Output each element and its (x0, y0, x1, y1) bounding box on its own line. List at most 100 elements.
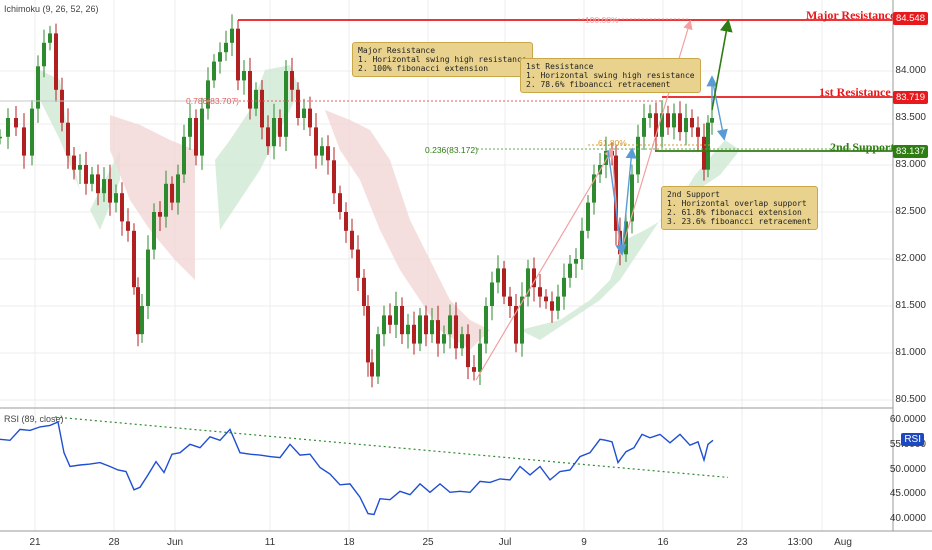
candle-body (0, 136, 2, 139)
candle-body (332, 160, 336, 194)
candle-body (136, 287, 140, 335)
time-tick: 28 (108, 537, 120, 548)
candle-body (6, 118, 10, 137)
candle-body (78, 165, 82, 170)
candle-body (624, 221, 628, 255)
first-resistance-note: 1st Resistance 1. Horizontal swing high … (520, 58, 701, 93)
candle-body (188, 118, 192, 137)
candle-body (502, 268, 506, 297)
ichimoku-label: Ichimoku (9, 26, 52, 26) (4, 4, 99, 14)
candle-body (388, 315, 392, 325)
candle-body (580, 230, 584, 259)
candle-body (84, 165, 88, 184)
first-resistance-label: 1st Resistance (819, 85, 891, 99)
candle-body (418, 315, 422, 344)
time-tick: Jun (166, 537, 184, 548)
time-tick: 21 (29, 537, 41, 548)
candle-body (550, 301, 554, 311)
rsi-tag: RSI (901, 433, 924, 446)
candle-body (514, 306, 518, 344)
candle-body (200, 108, 204, 156)
candle-body (490, 282, 494, 306)
candle-body (152, 212, 156, 250)
candle-body (290, 71, 294, 90)
candle-body (672, 113, 676, 128)
candle-body (120, 193, 124, 222)
candle-body (472, 367, 476, 372)
candle-body (224, 42, 228, 53)
time-tick: 13:00 (787, 537, 813, 548)
price-tick: 81.500 (895, 300, 926, 311)
candle-body (430, 320, 434, 335)
candle-body (702, 136, 706, 170)
candle-body (442, 334, 446, 344)
candle-body (272, 118, 276, 147)
candle-body (466, 334, 470, 368)
major-resistance-tag: 84.548 (892, 12, 928, 25)
candle-body (406, 324, 410, 335)
candle-body (266, 127, 270, 147)
price-tick: 80.500 (895, 394, 926, 405)
candle-body (366, 306, 370, 363)
candle-body (654, 113, 658, 137)
rsi-tick: 60.0000 (889, 414, 926, 425)
candle-body (158, 212, 162, 217)
price-tick: 82.000 (895, 253, 926, 264)
candle-body (678, 113, 682, 133)
candle-body (140, 306, 144, 335)
candle-body (592, 174, 596, 203)
candle-body (568, 263, 572, 278)
projection-arrow (711, 18, 733, 111)
time-tick: 25 (422, 537, 434, 548)
candle-body (544, 296, 548, 302)
candles (0, 14, 714, 388)
candle-body (206, 80, 210, 109)
candle-body (254, 89, 258, 109)
candle-body (508, 296, 512, 306)
candle-body (382, 315, 386, 335)
candle-body (164, 183, 168, 217)
candle-body (350, 230, 354, 250)
candle-body (236, 28, 240, 81)
candle-body (72, 155, 76, 170)
candle-body (212, 61, 216, 81)
candle-body (362, 277, 366, 306)
candle-body (636, 136, 640, 175)
candle-body (96, 174, 100, 194)
candle-body (562, 277, 566, 297)
second-support-note: 2nd Support 1. Horizontal overlap suppor… (661, 186, 818, 230)
candle-body (454, 315, 458, 349)
price-tick: 84.000 (895, 65, 926, 76)
candle-body (42, 42, 46, 67)
level-lines (0, 18, 893, 152)
candle-body (36, 66, 40, 109)
candle-body (478, 343, 482, 372)
candle-body (182, 136, 186, 175)
candle-body (132, 230, 136, 288)
time-tick: 9 (581, 537, 587, 548)
candle-body (370, 362, 374, 377)
candle-body (710, 118, 714, 123)
rsi-tick: 45.0000 (889, 488, 926, 500)
candle-body (308, 108, 312, 128)
candle-body (30, 108, 34, 156)
candle-body (696, 127, 700, 137)
rsi-panel (0, 416, 729, 516)
cloud-band (325, 110, 490, 350)
candle-body (630, 174, 634, 222)
candle-body (242, 71, 246, 81)
rsi-line (0, 421, 714, 516)
candle-body (170, 183, 174, 203)
major-resistance-label: Major Resistance (806, 8, 896, 22)
candle-body (90, 174, 94, 184)
candle-body (460, 334, 464, 349)
candle-body (338, 193, 342, 212)
candle-body (278, 118, 282, 137)
candle-body (314, 127, 318, 156)
projection-arrow (711, 77, 728, 141)
candle-body (66, 122, 70, 156)
time-tick: 18 (343, 537, 355, 548)
candle-body (326, 146, 330, 161)
price-tick: 83.500 (895, 112, 926, 123)
candle-body (496, 268, 500, 283)
